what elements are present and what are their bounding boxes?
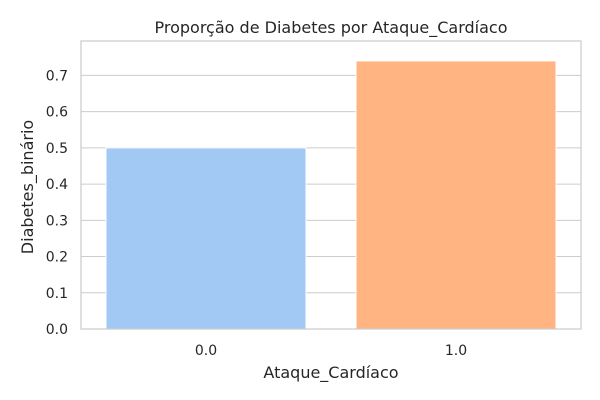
x-axis-label: Ataque_Cardíaco (263, 363, 398, 383)
y-tick-label: 0.0 (46, 322, 68, 338)
y-tick-label: 0.6 (46, 105, 68, 121)
y-axis-label: Diabetes_binário (18, 120, 38, 254)
y-tick-label: 0.2 (46, 250, 68, 266)
plot-frame (80, 40, 582, 330)
x-tick-label: 0.0 (195, 343, 217, 359)
y-tick-label: 0.4 (46, 177, 68, 193)
bar-1.0 (355, 60, 557, 330)
chart-title: Proporção de Diabetes por Ataque_Cardíac… (155, 18, 508, 38)
y-tick-labels: 0.0 0.1 0.2 0.3 0.4 0.5 0.6 0.7 (46, 68, 68, 338)
y-tick-label: 0.5 (46, 141, 68, 157)
bar-0.0 (105, 147, 307, 330)
y-tick-label: 0.1 (46, 286, 68, 302)
y-tick-label: 0.7 (46, 68, 68, 84)
x-tick-labels: 0.0 1.0 (195, 343, 467, 359)
bars (105, 60, 557, 330)
y-tick-label: 0.3 (46, 213, 68, 229)
x-tick-label: 1.0 (445, 343, 467, 359)
